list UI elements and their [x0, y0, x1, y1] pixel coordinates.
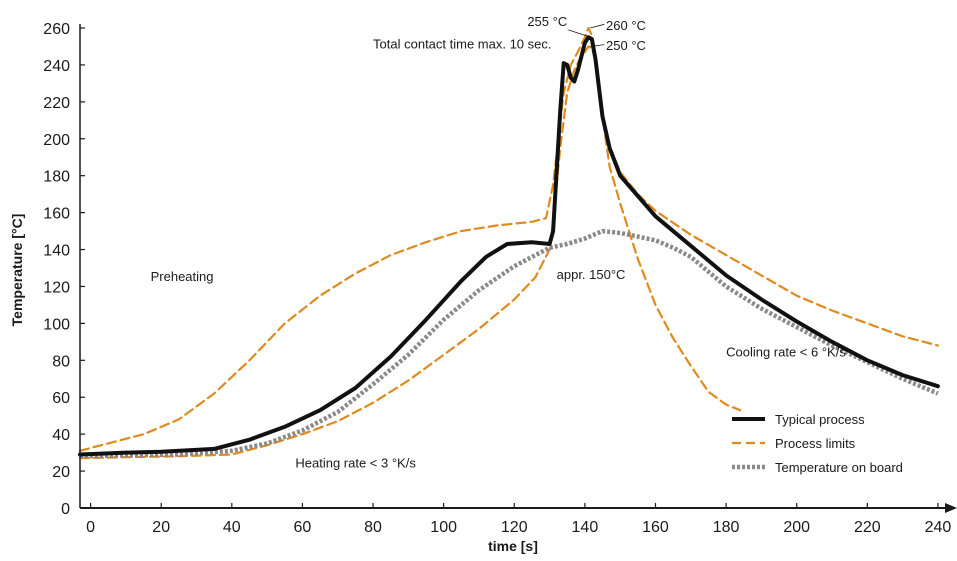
legend: Typical process Process limits Temperature…: [732, 412, 903, 475]
annotation-leader-260: [590, 23, 605, 29]
x-ticks: 0 20 40 60 80 100 120 140 160 180 200 220 240: [86, 503, 951, 536]
series-layer: [78, 26, 940, 460]
y-tick-label: 0: [61, 501, 70, 518]
y-axis-title: Temperature [°C]: [9, 214, 25, 327]
y-tick-label: 60: [52, 390, 70, 407]
heating-rate-label: Heating rate < 3 °K/s: [295, 455, 416, 470]
peak-250-label: 250 °C: [606, 38, 646, 53]
x-tick-label: 200: [783, 519, 810, 536]
x-axis-title: time [s]: [488, 538, 538, 554]
x-tick-label: 40: [223, 519, 241, 536]
x-tick-label: 160: [642, 519, 669, 536]
peak-255-label: 255 °C: [527, 14, 567, 29]
x-tick-label: 80: [364, 519, 382, 536]
legend-label: Temperature on board: [775, 460, 903, 475]
annotation-leader-255: [568, 29, 588, 37]
y-tick-label: 100: [43, 316, 70, 333]
series-line-typical-process: [78, 35, 940, 457]
y-tick-label: 80: [52, 353, 70, 370]
x-tick-label: 220: [854, 519, 881, 536]
legend-label: Process limits: [775, 436, 856, 451]
y-tick-label: 120: [43, 279, 70, 296]
y-tick-label: 220: [43, 95, 70, 112]
y-tick-label: 200: [43, 132, 70, 149]
y-tick-label: 240: [43, 58, 70, 75]
y-ticks: 0 20 40 60 80 100 120 140 160 180 200 220 240 260: [43, 21, 85, 518]
y-tick-label: 260: [43, 21, 70, 38]
y-tick-label: 40: [52, 427, 70, 444]
y-tick-label: 140: [43, 243, 70, 260]
x-tick-label: 60: [294, 519, 312, 536]
x-tick-label: 120: [501, 519, 528, 536]
y-tick-label: 180: [43, 169, 70, 186]
x-tick-label: 140: [572, 519, 599, 536]
annotation-leader-250: [590, 44, 605, 47]
approx-150-label: appr. 150°C: [557, 267, 626, 282]
peak-260-label: 260 °C: [606, 18, 646, 33]
x-tick-label: 20: [152, 519, 170, 536]
cooling-rate-label: Cooling rate < 6 °K/s: [726, 345, 846, 360]
y-tick-label: 20: [52, 464, 70, 481]
x-tick-label: 0: [86, 519, 95, 536]
legend-label: Typical process: [775, 412, 865, 427]
x-tick-label: 240: [925, 519, 952, 536]
preheating-label: Preheating: [151, 269, 214, 284]
x-tick-label: 100: [430, 519, 457, 536]
contact-time-label: Total contact time max. 10 sec.: [373, 36, 551, 51]
y-tick-label: 160: [43, 206, 70, 223]
series-line-process-limits: [78, 26, 742, 452]
x-axis-arrow: [945, 503, 957, 513]
annotations: 255 °C 260 °C 250 °C Total contact time max…: [151, 14, 847, 470]
axes: [79, 24, 957, 513]
series-line-temperature-on-board: [79, 228, 939, 459]
x-tick-label: 180: [713, 519, 740, 536]
